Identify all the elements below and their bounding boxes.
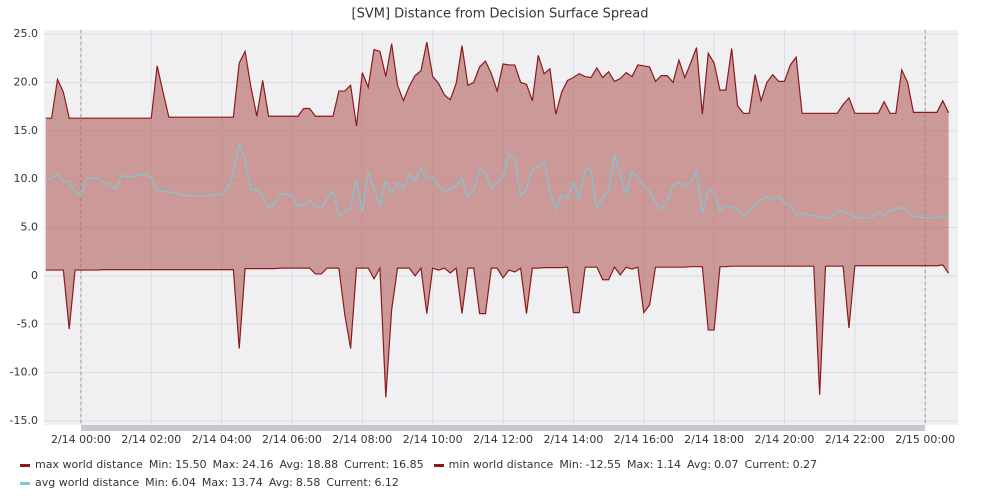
legend-entry: avg world distance Min: 6.04 Max: 13.74 Avg: 8… — [20, 474, 399, 492]
x-tick-label: 2/14 02:00 — [121, 433, 181, 446]
y-tick-label: 5.0 — [21, 221, 39, 234]
x-tick-label: 2/14 22:00 — [825, 433, 885, 446]
y-tick-label: 25.0 — [14, 27, 39, 40]
legend-stat-value: 0.27 — [792, 458, 818, 471]
legend-swatch — [20, 463, 30, 467]
x-tick-label: 2/14 14:00 — [543, 433, 603, 446]
x-tick-label: 2/15 00:00 — [895, 433, 955, 446]
y-tick-label: -15.0 — [10, 414, 38, 427]
legend-stat-value: 18.88 — [306, 458, 339, 471]
y-tick-label: -5.0 — [17, 317, 38, 330]
legend-row: max world distance Min: 15.50 Max: 24.16 Avg:… — [20, 456, 990, 474]
legend-stat-name: Min: — [145, 476, 169, 489]
legend-stat-value: 1.14 — [656, 458, 681, 471]
legend-entry: min world distance Min: -12.55 Max: 1.14 Avg:… — [433, 456, 818, 474]
y-tick-label: 15.0 — [14, 124, 39, 137]
y-tick-label: 20.0 — [14, 75, 39, 88]
legend-stat-value: 24.16 — [242, 458, 274, 471]
legend-stat-name: Min: — [148, 458, 173, 471]
legend-stat-name: Current: — [744, 458, 790, 471]
chart: [SVM] Distance from Decision Surface Spr… — [10, 7, 958, 446]
legend-stat-value: 6.12 — [374, 476, 399, 489]
legend-swatch — [20, 481, 30, 485]
legend-stat-value: -12.55 — [585, 458, 622, 471]
x-tick-label: 2/14 04:00 — [192, 433, 252, 446]
legend-entry: max world distance Min: 15.50 Max: 24.16 Avg:… — [20, 456, 424, 474]
series-line — [45, 42, 950, 126]
legend-stat-name: Max: — [212, 458, 240, 471]
scroll-bar — [81, 425, 925, 431]
spread-fill — [45, 42, 949, 398]
legend-stat-value: 16.85 — [392, 458, 424, 471]
legend-stat-name: Max: — [201, 476, 229, 489]
legend-stat-name: Avg: — [268, 476, 293, 489]
x-tick-label: 2/14 12:00 — [473, 433, 533, 446]
legend-stat-name: Current: — [344, 458, 390, 471]
series-line — [45, 140, 949, 219]
chart-title: [SVM] Distance from Decision Surface Spr… — [352, 7, 649, 22]
x-tick-label: 2/14 10:00 — [403, 433, 463, 446]
legend-swatch — [433, 463, 444, 467]
legend-row: avg world distance Min: 6.04 Max: 13.74 Avg: 8… — [20, 474, 990, 492]
x-tick-label: 2/14 00:00 — [51, 433, 111, 446]
legend-stat-name: Current: — [326, 476, 372, 489]
y-tick-label: 0 — [31, 269, 38, 282]
x-tick-label: 2/14 06:00 — [262, 433, 322, 446]
legend-stat-name: Min: — [559, 458, 583, 471]
legend-stat-value: 15.50 — [175, 458, 207, 471]
y-tick-label: 10.0 — [14, 172, 39, 185]
legend-stat-value: 13.74 — [231, 476, 263, 489]
legend-stat-name: Max: — [627, 458, 654, 471]
legend-stat-name: Avg: — [686, 458, 712, 471]
legend-stat-name: Avg: — [279, 458, 304, 471]
legend-stat-value: 8.58 — [295, 476, 321, 489]
x-tick-label: 2/14 16:00 — [614, 433, 674, 446]
x-tick-label: 2/14 20:00 — [755, 433, 815, 446]
series-line — [45, 264, 950, 398]
legend-label: min world distance — [448, 458, 554, 471]
x-tick-label: 2/14 08:00 — [332, 433, 392, 446]
legend-stat-value: 6.04 — [171, 476, 196, 489]
legend-stat-value: 0.07 — [714, 458, 739, 471]
y-tick-label: -10.0 — [10, 366, 38, 379]
legend: max world distance Min: 15.50 Max: 24.16 Avg:… — [20, 456, 990, 492]
legend-label: max world distance — [35, 458, 143, 471]
x-tick-label: 2/14 18:00 — [684, 433, 744, 446]
legend-label: avg world distance — [35, 476, 140, 489]
